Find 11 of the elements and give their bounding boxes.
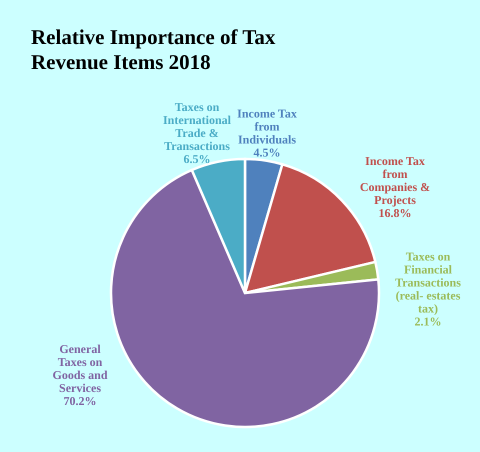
slice-label: General Taxes on Goods and Services [52, 342, 108, 395]
slice-label: Taxes on Financial Transactions (real- estates tax) [395, 250, 462, 316]
slice-label: Income Tax from Companies & Projects [360, 154, 430, 207]
data-label: 6.5% [184, 152, 210, 166]
data-label: 70.2% [64, 394, 96, 408]
data-label: 2.1% [414, 314, 442, 328]
data-label: 16.8% [378, 206, 412, 220]
slice-label: Income Tax from Individuals [237, 106, 297, 146]
chart-title: Relative Importance of Tax Revenue Items 2018 [31, 25, 276, 74]
slice-label: Taxes on International Trade & Transactions [162, 100, 232, 153]
data-label: 4.5% [254, 146, 280, 160]
